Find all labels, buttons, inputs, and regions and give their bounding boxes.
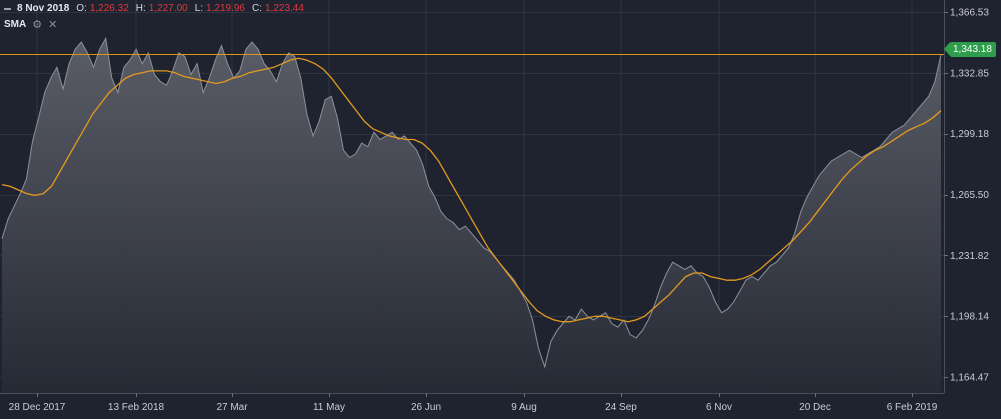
x-tick-label: 24 Sep xyxy=(605,402,637,413)
indicator-legend: SMA ⚙ ✕ xyxy=(4,18,57,32)
x-tick-label: 11 May xyxy=(313,402,345,413)
sma-line xyxy=(1,57,942,323)
legend-close-label: C: xyxy=(251,3,262,14)
legend-close-value: 1,223.44 xyxy=(264,3,304,14)
legend-low-value: 1,219.96 xyxy=(206,3,245,14)
legend-open-label: O: xyxy=(76,3,87,14)
x-tick-label: 27 Mar xyxy=(216,402,248,413)
x-tick-label: 6 Feb 2019 xyxy=(887,402,938,413)
price-area xyxy=(2,38,941,394)
close-icon[interactable]: ✕ xyxy=(48,19,58,31)
y-tick-label: 1,265.50 xyxy=(950,190,989,201)
x-tick-label: 9 Aug xyxy=(511,402,537,413)
x-tick-label: 13 Feb 2018 xyxy=(108,402,165,413)
y-tick-label: 1,164.47 xyxy=(950,372,989,383)
x-tick-label: 28 Dec 2017 xyxy=(9,402,66,413)
y-tick-label: 1,299.18 xyxy=(950,129,989,140)
y-tick-label: 1,198.14 xyxy=(950,312,989,323)
y-tick-label: 1,332.85 xyxy=(950,68,989,79)
y-tick-label: 1,366.53 xyxy=(950,8,989,19)
series-swatch xyxy=(4,8,11,10)
legend-high-value: 1,227.00 xyxy=(148,3,188,14)
ohlc-legend: 8 Nov 2018 O: 1,226.32 H: 1,227.00 L: 1,… xyxy=(4,2,308,16)
y-tick-label: 1,231.82 xyxy=(950,251,989,262)
legend-open-value: 1,226.32 xyxy=(89,3,129,14)
legend-date: 8 Nov 2018 xyxy=(17,3,70,14)
legend-low-label: L: xyxy=(194,3,204,14)
x-tick-label: 26 Jun xyxy=(411,402,441,413)
last-price-badge: 1,343.18 xyxy=(944,42,996,57)
price-line xyxy=(1,36,942,369)
legend-high-label: H: xyxy=(135,3,146,14)
gear-icon[interactable]: ⚙ xyxy=(32,19,43,31)
x-tick-label: 20 Dec xyxy=(799,402,831,413)
indicator-label: SMA xyxy=(4,19,27,30)
x-tick-label: 6 Nov xyxy=(706,402,732,413)
